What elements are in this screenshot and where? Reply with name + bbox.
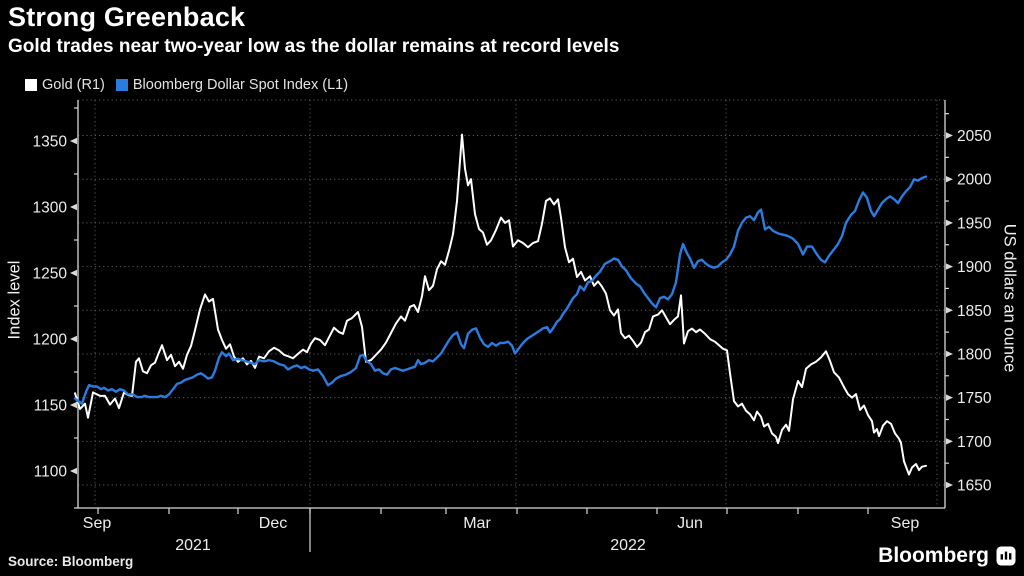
right-axis-tick <box>946 219 953 227</box>
right-axis-tick-label: 1700 <box>957 434 992 451</box>
right-axis-tick-label: 1650 <box>957 478 992 495</box>
left-axis-tick-label: 1200 <box>33 332 68 349</box>
right-axis-tick <box>946 350 953 358</box>
legend: Gold (R1) Bloomberg Dollar Spot Index (L… <box>25 77 348 93</box>
bloomberg-logo: Bloomberg <box>878 544 1016 568</box>
x-axis-year-label: 2022 <box>610 537 646 554</box>
x-axis-month-label: Jun <box>677 515 703 532</box>
left-axis-tick-label: 1350 <box>33 134 68 151</box>
right-axis-tick <box>946 175 953 183</box>
left-axis-tick <box>70 137 77 145</box>
x-axis-year-label: 2021 <box>175 537 211 554</box>
legend-item-dollar-index: Bloomberg Dollar Spot Index (L1) <box>115 77 349 93</box>
right-axis-tick-label: 1850 <box>957 303 992 320</box>
right-axis-tick-label: 1950 <box>957 215 992 232</box>
dollar-index-series-swatch <box>115 79 128 91</box>
right-axis-tick-label: 1750 <box>957 390 992 407</box>
right-axis-tick <box>946 307 953 314</box>
gold-line <box>74 133 927 476</box>
bloomberg-logo-text: Bloomberg <box>878 544 989 567</box>
bloomberg-terminal-icon <box>996 546 1016 566</box>
left-axis-tick <box>70 467 77 475</box>
left-axis-title: Index level <box>5 260 24 340</box>
x-axis-month-label: Dec <box>259 515 287 532</box>
left-axis-tick-label: 1100 <box>34 464 68 481</box>
gold-series-swatch <box>25 79 37 91</box>
left-axis-tick <box>70 335 77 343</box>
x-axis-month-label: Sep <box>891 515 920 532</box>
chart-subtitle: Gold trades near two-year low as the dol… <box>8 36 620 57</box>
x-axis-month-label: Sep <box>83 515 112 532</box>
left-axis-tick-label: 1250 <box>33 266 68 283</box>
legend-item-gold: Gold (R1) <box>25 77 105 93</box>
legend-label-dollar-index: Bloomberg Dollar Spot Index (L1) <box>132 77 349 93</box>
right-axis-title: US dollars an ounce <box>1000 223 1019 373</box>
x-axis-month-label: Mar <box>463 515 491 532</box>
source-note: Source: Bloomberg <box>8 554 134 569</box>
right-axis-tick <box>946 132 953 139</box>
chart-title: Strong Greenback <box>8 2 246 32</box>
right-axis-tick <box>946 438 953 445</box>
right-axis-tick-label: 1900 <box>957 259 992 276</box>
right-axis-tick-label: 2050 <box>957 128 992 145</box>
right-axis-tick <box>946 481 953 489</box>
left-axis-tick <box>70 203 77 211</box>
left-axis-tick <box>70 401 77 409</box>
left-axis-tick-label: 1150 <box>34 398 68 415</box>
left-axis-tick <box>70 269 77 277</box>
right-axis-tick-label: 1800 <box>957 346 992 363</box>
legend-label-gold: Gold (R1) <box>42 77 105 93</box>
right-axis-tick-label: 2000 <box>957 172 992 189</box>
right-axis-tick <box>946 263 953 270</box>
dollar-index-line <box>73 175 928 405</box>
left-axis-tick-label: 1300 <box>33 200 68 217</box>
right-axis-tick <box>946 394 953 401</box>
